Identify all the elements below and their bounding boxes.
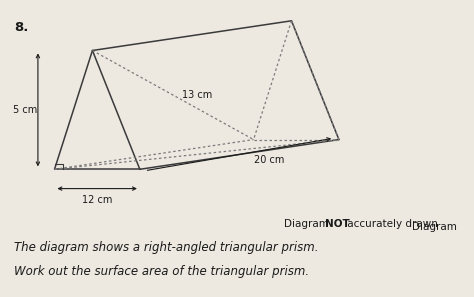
Text: 12 cm: 12 cm <box>82 195 112 205</box>
Text: Diagram: Diagram <box>411 222 460 232</box>
Text: accurately drawn: accurately drawn <box>344 219 438 229</box>
Text: 5 cm: 5 cm <box>12 105 37 115</box>
Text: 8.: 8. <box>14 21 28 34</box>
Text: The diagram shows a right-angled triangular prism.: The diagram shows a right-angled triangu… <box>14 241 319 255</box>
Text: 13 cm: 13 cm <box>182 90 213 100</box>
Text: Work out the surface area of the triangular prism.: Work out the surface area of the triangu… <box>14 265 310 278</box>
Text: 20 cm: 20 cm <box>254 155 284 165</box>
Text: NOT: NOT <box>325 219 349 229</box>
Text: Diagram: Diagram <box>284 219 333 229</box>
